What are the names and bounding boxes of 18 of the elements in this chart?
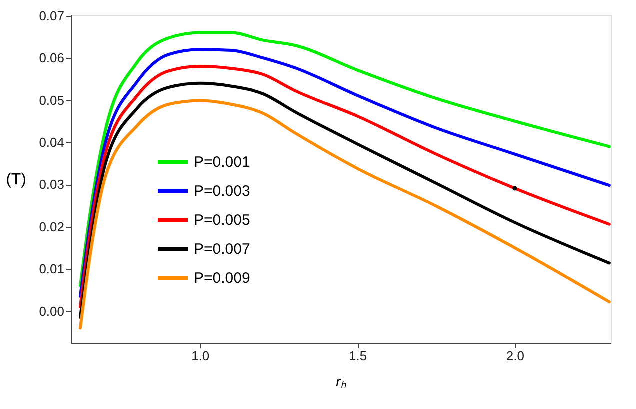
y-tick-label: 0.02: [39, 219, 64, 234]
legend-label: P=0.009: [194, 270, 250, 287]
x-axis-title: rₕ: [336, 374, 347, 390]
y-axis-title: (T): [6, 172, 26, 188]
legend-label: P=0.003: [194, 183, 250, 200]
x-tick-label: 1.5: [348, 348, 368, 364]
legend-label: P=0.005: [194, 212, 250, 229]
x-tick-label: 2.0: [506, 348, 525, 364]
y-tick-label: 0.06: [39, 50, 64, 66]
y-tick-label: 0.07: [39, 8, 64, 24]
legend-label: P=0.007: [194, 241, 250, 258]
y-tick-label: 0.01: [39, 262, 64, 277]
y-tick-label: 0.00: [39, 304, 64, 319]
y-tick-label: 0.05: [39, 92, 64, 108]
y-tick-label: 0.03: [39, 177, 64, 192]
y-tick-label: 0.04: [39, 134, 64, 150]
x-tick-label: 1.0: [192, 348, 210, 364]
legend-label: P=0.001: [194, 154, 250, 171]
